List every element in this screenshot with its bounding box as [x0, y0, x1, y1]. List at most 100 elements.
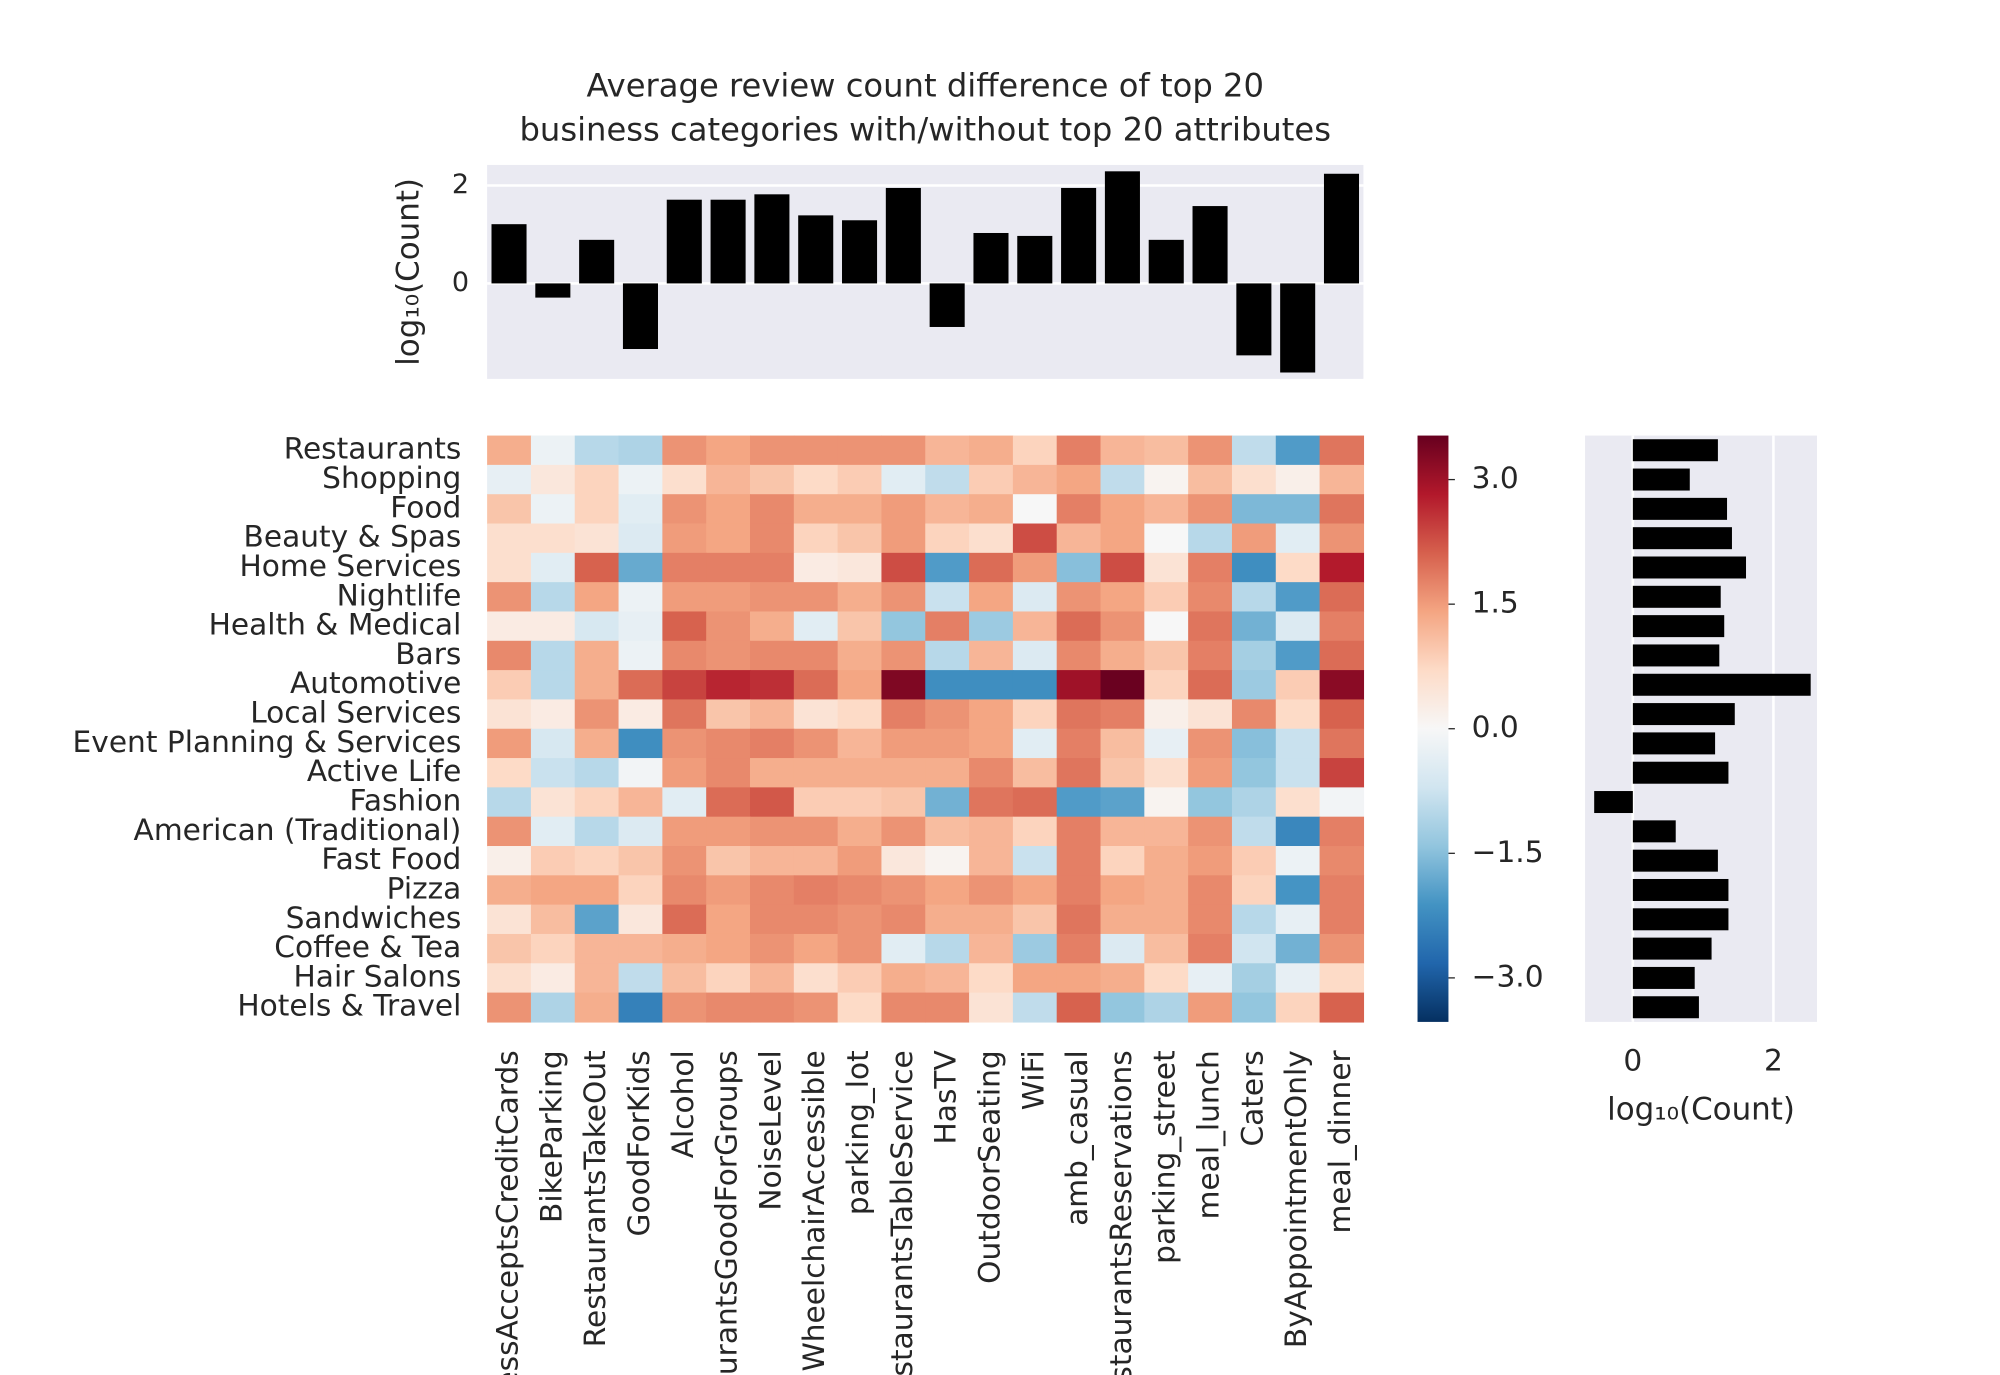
heatmap-cell [530, 582, 576, 613]
heatmap-cell [487, 787, 532, 818]
heatmap-cell [1056, 670, 1102, 701]
heatmap-cell [969, 670, 1014, 701]
heatmap-cell [574, 464, 620, 495]
heatmap-cell [925, 552, 970, 583]
heatmap-cell [969, 611, 1014, 642]
heatmap-cell [925, 728, 970, 759]
heatmap-cell [530, 728, 576, 759]
heatmap-cell [837, 758, 883, 789]
heatmap-cell [1056, 904, 1102, 935]
heatmap-cell [1275, 787, 1321, 818]
heatmap-cell [837, 523, 883, 554]
heatmap-cell [1231, 992, 1277, 1023]
heatmap-cell [1275, 933, 1321, 964]
heatmap-cell [574, 699, 620, 730]
x-tick-label: 2 [1764, 1042, 1783, 1077]
bar [1632, 908, 1729, 931]
heatmap-cell [793, 699, 839, 730]
heatmap-cell [1144, 816, 1189, 847]
heatmap-cell [793, 963, 839, 994]
heatmap-cell [1275, 816, 1321, 847]
heatmap-cell [1231, 816, 1277, 847]
bar [1104, 171, 1140, 284]
heatmap-cell [662, 670, 707, 701]
heatmap-cell [1319, 640, 1365, 671]
heatmap-cell [1012, 728, 1058, 759]
heatmap-cell [881, 670, 926, 701]
heatmap-cell [881, 464, 926, 495]
y-tick-label: Health & Medical [209, 607, 462, 642]
x-tick-label: parking_lot [840, 1050, 875, 1215]
x-tick-label: WiFi [1015, 1050, 1050, 1110]
heatmap-cell [837, 552, 883, 583]
heatmap-cell [1012, 699, 1058, 730]
heatmap-cell [1231, 904, 1277, 935]
heatmap-cell [881, 992, 926, 1023]
heatmap-cell [530, 904, 576, 935]
heatmap-cell [969, 846, 1014, 876]
heatmap-cell [1056, 699, 1102, 730]
heatmap-cell [706, 611, 751, 642]
heatmap-cell [1056, 728, 1102, 759]
heatmap-cell [487, 611, 532, 642]
heatmap-cell [530, 464, 576, 495]
heatmap-cell [618, 494, 664, 525]
heatmap-cell [881, 787, 926, 818]
heatmap-cell [1012, 787, 1058, 818]
heatmap-cell [969, 435, 1014, 466]
bar [1632, 996, 1699, 1019]
heatmap-cell [574, 552, 620, 583]
bar [1632, 585, 1721, 608]
heatmap-cell [750, 992, 795, 1023]
heatmap-cell [1319, 904, 1365, 935]
heatmap-cell [1056, 992, 1102, 1023]
heatmap-cell [969, 875, 1014, 906]
heatmap-cell [969, 816, 1014, 847]
heatmap-cell [706, 846, 751, 876]
heatmap-cell [1012, 435, 1058, 466]
heatmap-cell [1012, 670, 1058, 701]
y-tick-label: 0 [452, 267, 469, 298]
heatmap-cell [706, 787, 751, 818]
heatmap-cell [1319, 875, 1365, 906]
heatmap-cell [1188, 464, 1233, 495]
x-tick-label: amb_casual [1059, 1050, 1094, 1226]
heatmap-cell [1100, 787, 1145, 818]
heatmap-cell [837, 494, 883, 525]
heatmap-cell [1144, 875, 1189, 906]
heatmap-cell [1231, 494, 1277, 525]
heatmap-cell [1012, 611, 1058, 642]
heatmap-cell [574, 933, 620, 964]
heatmap-cell [1100, 963, 1145, 994]
heatmap-cell [1188, 933, 1233, 964]
heatmap-cell [750, 435, 795, 466]
heatmap-cell [793, 552, 839, 583]
heatmap-cell [487, 582, 532, 613]
heatmap-cell [925, 787, 970, 818]
heatmap-cell [1231, 787, 1277, 818]
heatmap-cell [618, 670, 664, 701]
heatmap-cell [1188, 552, 1233, 583]
heatmap-cell [662, 758, 707, 789]
heatmap-cell [1056, 464, 1102, 495]
y-tick-label: Event Planning & Services [73, 724, 462, 759]
heatmap-cell [574, 816, 620, 847]
heatmap-cell [793, 611, 839, 642]
heatmap-cell [1100, 670, 1145, 701]
heatmap-cell [618, 875, 664, 906]
heatmap-cell [1231, 963, 1277, 994]
heatmap-cell [487, 758, 532, 789]
heatmap-cell [618, 963, 664, 994]
heatmap-cell [1188, 640, 1233, 671]
heatmap-cell [925, 464, 970, 495]
heatmap-cell [1231, 699, 1277, 730]
y-tick-label: Hotels & Travel [237, 988, 461, 1023]
heatmap-cell [706, 963, 751, 994]
colorbar-tick-label: −3.0 [1472, 958, 1544, 993]
heatmap-cell [837, 933, 883, 964]
chart-title: business categories with/without top 20 … [519, 110, 1331, 148]
heatmap-cell [706, 582, 751, 613]
y-tick-label: Coffee & Tea [274, 929, 461, 964]
